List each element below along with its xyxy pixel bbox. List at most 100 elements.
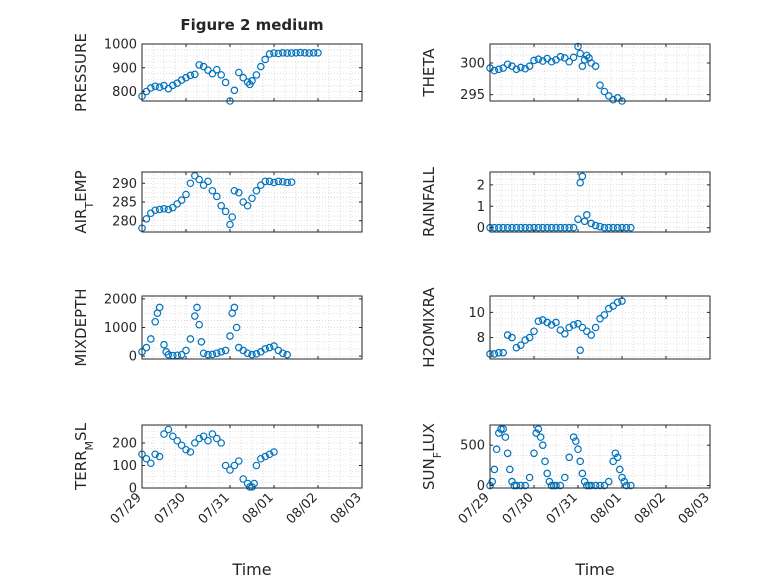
x-tick-label: 07/29 — [108, 490, 145, 527]
data-point — [596, 81, 604, 89]
data-point — [521, 223, 530, 232]
data-point — [186, 335, 195, 343]
data-point — [197, 338, 206, 346]
series-terr_msl — [138, 425, 278, 491]
data-point — [494, 223, 503, 232]
data-point — [613, 223, 622, 232]
data-point — [300, 48, 309, 57]
y-tick-label: 1000 — [104, 321, 137, 336]
y-tick-label: 100 — [112, 459, 137, 474]
data-point — [569, 223, 578, 232]
data-point — [618, 473, 626, 482]
data-point — [182, 190, 190, 199]
data-point — [490, 465, 499, 474]
data-point — [532, 429, 541, 437]
data-point — [622, 223, 631, 232]
data-point — [239, 73, 248, 82]
data-point — [221, 461, 230, 470]
data-point — [256, 62, 265, 71]
subplot-air_temp: 280 285 290 AIRTEMP — [72, 170, 363, 234]
data-point — [591, 221, 600, 230]
data-point — [512, 223, 521, 232]
data-point — [516, 223, 525, 232]
data-point — [177, 76, 186, 84]
data-point — [525, 333, 534, 342]
data-point — [525, 62, 534, 70]
data-point — [580, 56, 589, 64]
data-point — [578, 323, 587, 332]
data-point — [151, 82, 160, 91]
data-point — [604, 223, 613, 232]
data-point — [609, 302, 618, 310]
data-point — [512, 481, 521, 490]
data-point — [569, 53, 578, 62]
data-point — [199, 349, 208, 358]
data-point — [543, 469, 552, 478]
y-tick-label: 290 — [112, 177, 137, 192]
data-point — [508, 477, 516, 486]
data-point — [492, 445, 501, 454]
y-axis-label: H2OMIXRA — [420, 287, 438, 368]
data-point — [516, 341, 525, 349]
data-point — [195, 434, 204, 443]
data-point — [243, 349, 252, 358]
data-point — [173, 200, 182, 208]
data-point — [626, 481, 635, 490]
y-axis-label: RAINFALL — [420, 166, 438, 237]
series-mixdepth — [138, 303, 292, 360]
axes-box — [141, 43, 363, 102]
x-tick-label: 07/31 — [196, 490, 233, 527]
data-point — [580, 477, 589, 486]
data-point — [164, 350, 173, 359]
y-axis-label: TERRMSL — [72, 422, 96, 491]
data-point — [283, 49, 292, 57]
axes-box — [489, 171, 711, 233]
y-tick-label: 0 — [477, 479, 485, 494]
data-point — [591, 323, 600, 332]
data-point — [309, 48, 318, 57]
data-point — [199, 432, 208, 441]
data-point — [499, 425, 508, 433]
data-point — [155, 83, 164, 92]
data-point — [497, 425, 505, 433]
data-point — [556, 52, 565, 61]
data-point — [560, 54, 569, 62]
data-point — [503, 60, 512, 69]
data-point — [230, 303, 239, 312]
data-point — [265, 50, 274, 58]
data-point — [287, 178, 296, 186]
data-point — [169, 203, 177, 212]
data-point — [503, 449, 512, 458]
data-point — [499, 64, 508, 72]
subplot-theta: 295 300 THETA — [420, 42, 711, 105]
data-point — [256, 181, 265, 189]
y-tick-label: 280 — [112, 214, 137, 229]
y-tick-label: 2 — [477, 178, 485, 193]
data-point — [261, 55, 270, 64]
data-point — [270, 178, 278, 187]
data-point — [556, 223, 565, 232]
data-point — [538, 223, 547, 232]
data-point — [142, 454, 151, 463]
data-point — [600, 481, 609, 490]
data-point — [217, 348, 226, 356]
data-point — [626, 223, 635, 232]
data-point — [547, 57, 556, 66]
data-point — [278, 349, 287, 358]
data-point — [208, 186, 217, 195]
y-tick-label: 10 — [468, 306, 485, 321]
data-point — [505, 465, 514, 474]
data-point — [142, 343, 151, 352]
data-point — [199, 181, 208, 189]
data-point — [530, 327, 538, 336]
data-point — [565, 223, 574, 232]
y-tick-label: 900 — [112, 61, 137, 76]
data-point — [274, 177, 283, 186]
data-point — [252, 350, 261, 358]
data-point — [494, 348, 503, 357]
subplot-rainfall: 0 1 2 RAINFALL — [420, 166, 711, 237]
data-point — [232, 323, 241, 332]
data-point — [543, 223, 552, 232]
data-point — [155, 205, 164, 214]
data-point — [191, 70, 199, 79]
